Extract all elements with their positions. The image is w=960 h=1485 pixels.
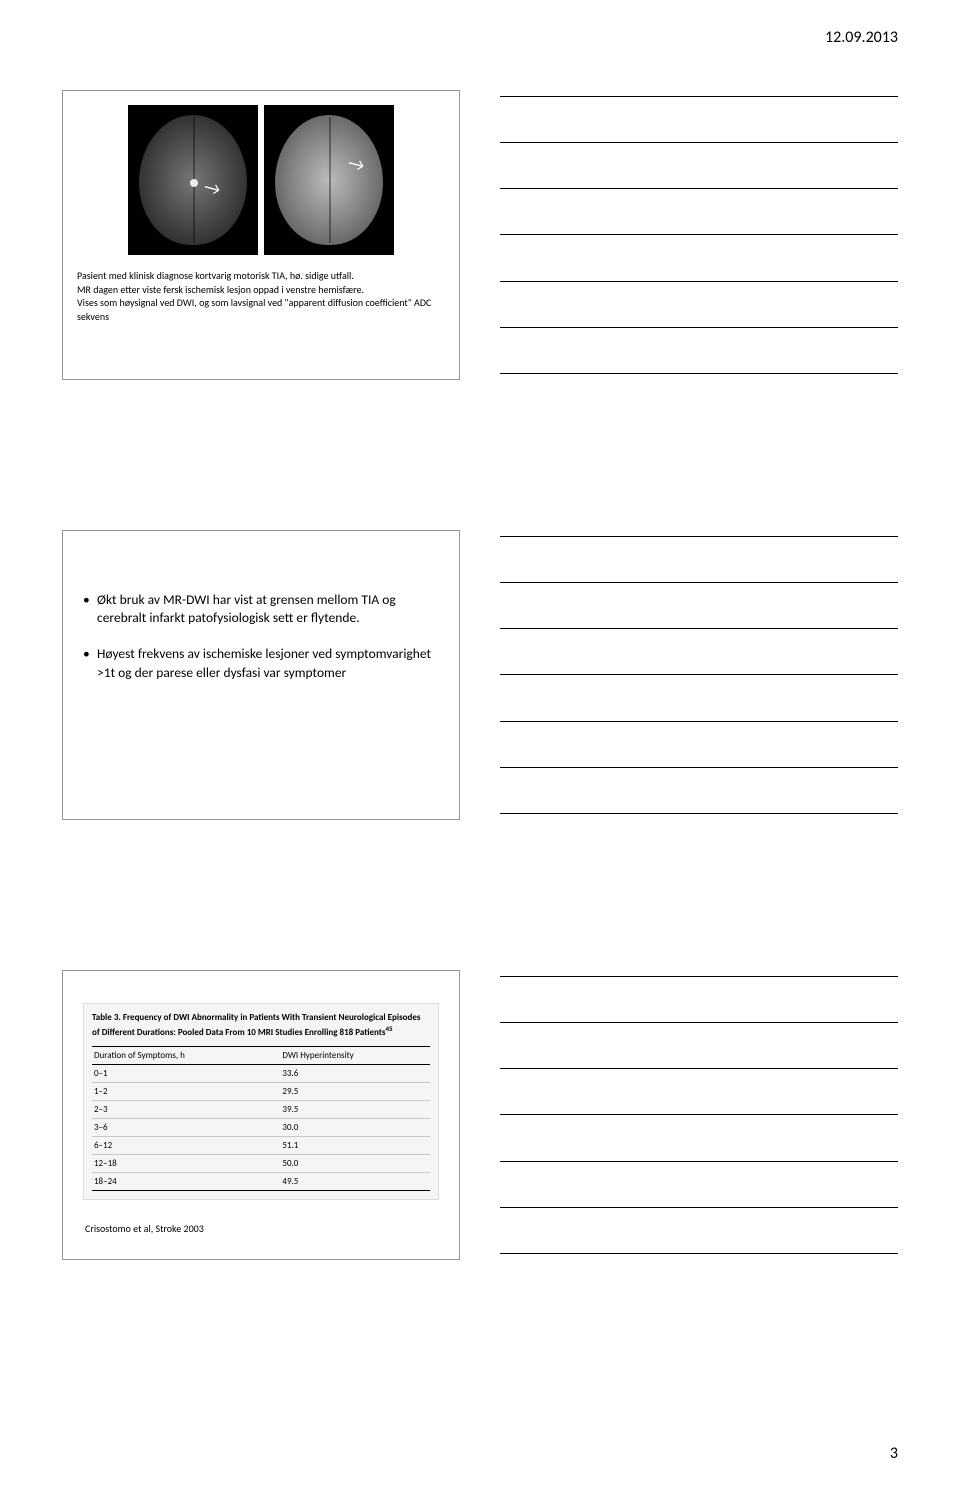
bullet-item: Økt bruk av MR-DWI har vist at grensen m… [83, 591, 439, 627]
slide-2: Økt bruk av MR-DWI har vist at grensen m… [62, 530, 460, 820]
mri-image-pair: ↘ ↘ [77, 105, 445, 255]
table-cell: 2–3 [92, 1101, 280, 1119]
dwi-frequency-table: Duration of Symptoms, h DWI Hyperintensi… [92, 1046, 430, 1191]
dwi-table-wrap: Table 3. Frequency of DWI Abnormality in… [83, 1003, 439, 1200]
note-line [500, 327, 898, 328]
note-line [500, 813, 898, 814]
mri-dwi: ↘ [128, 105, 258, 255]
brain-midline [329, 117, 331, 243]
notes-block-2 [500, 530, 898, 820]
date-header: 12.09.2013 [825, 28, 898, 47]
caption-line: MR dagen etter viste fersk ischemisk les… [77, 283, 445, 297]
table-cell: 0–1 [92, 1065, 280, 1083]
table-cell: 18–24 [92, 1173, 280, 1191]
table-row: 6–1251.1 [92, 1137, 430, 1155]
note-line [500, 1068, 898, 1069]
slide-1: ↘ ↘ Pasient med klinisk diagnose kortvar… [62, 90, 460, 380]
note-line [500, 1253, 898, 1254]
slide-3: Table 3. Frequency of DWI Abnormality in… [62, 970, 460, 1260]
note-line [500, 373, 898, 374]
table-header-row: Duration of Symptoms, h DWI Hyperintensi… [92, 1047, 430, 1065]
table-row: 1–229.5 [92, 1083, 430, 1101]
handout-row-3: Table 3. Frequency of DWI Abnormality in… [62, 970, 898, 1260]
table-col-header: DWI Hyperintensity [280, 1047, 430, 1065]
table-cell: 6–12 [92, 1137, 280, 1155]
note-line [500, 188, 898, 189]
citation: Crisostomo et al, Stroke 2003 [85, 1222, 445, 1235]
slide1-caption: Pasient med klinisk diagnose kortvarig m… [77, 269, 445, 323]
table-cell: 12–18 [92, 1155, 280, 1173]
table-col-header: Duration of Symptoms, h [92, 1047, 280, 1065]
note-line [500, 281, 898, 282]
note-line [500, 721, 898, 722]
table-cell: 33.6 [280, 1065, 430, 1083]
table-cell: 39.5 [280, 1101, 430, 1119]
table-title-prefix: Table 3. [92, 1012, 121, 1023]
table-row: 18–2449.5 [92, 1173, 430, 1191]
note-line [500, 674, 898, 675]
note-line [500, 976, 898, 977]
table-cell: 30.0 [280, 1119, 430, 1137]
lesion-spot [190, 179, 198, 187]
note-line [500, 1207, 898, 1208]
caption-line: Vises som høysignal ved DWI, og som lavs… [77, 296, 445, 323]
note-line [500, 234, 898, 235]
note-line [500, 767, 898, 768]
note-line [500, 96, 898, 97]
note-line [500, 1161, 898, 1162]
bullet-item: Høyest frekvens av ischemiske lesjoner v… [83, 645, 439, 681]
handout-row-1: ↘ ↘ Pasient med klinisk diagnose kortvar… [62, 90, 898, 380]
note-line [500, 1114, 898, 1115]
table-cell: 3–6 [92, 1119, 280, 1137]
table-row: 2–339.5 [92, 1101, 430, 1119]
table-cell: 49.5 [280, 1173, 430, 1191]
page-number: 3 [890, 1444, 898, 1463]
table-row: 3–630.0 [92, 1119, 430, 1137]
note-line [500, 628, 898, 629]
notes-block-1 [500, 90, 898, 380]
note-line [500, 142, 898, 143]
note-line [500, 1022, 898, 1023]
table-cell: 50.0 [280, 1155, 430, 1173]
mri-adc: ↘ [264, 105, 394, 255]
note-line [500, 536, 898, 537]
table-title-sup: 45 [386, 1024, 393, 1033]
table-cell: 1–2 [92, 1083, 280, 1101]
caption-line: Pasient med klinisk diagnose kortvarig m… [77, 269, 445, 283]
note-line [500, 582, 898, 583]
table-title-rest: Frequency of DWI Abnormality in Patients… [92, 1012, 420, 1038]
table-cell: 51.1 [280, 1137, 430, 1155]
table-row: 12–1850.0 [92, 1155, 430, 1173]
table-title: Table 3. Frequency of DWI Abnormality in… [92, 1012, 430, 1038]
table-cell: 29.5 [280, 1083, 430, 1101]
notes-block-3 [500, 970, 898, 1260]
table-row: 0–133.6 [92, 1065, 430, 1083]
handout-row-2: Økt bruk av MR-DWI har vist at grensen m… [62, 530, 898, 820]
slide2-bullets: Økt bruk av MR-DWI har vist at grensen m… [77, 591, 445, 682]
